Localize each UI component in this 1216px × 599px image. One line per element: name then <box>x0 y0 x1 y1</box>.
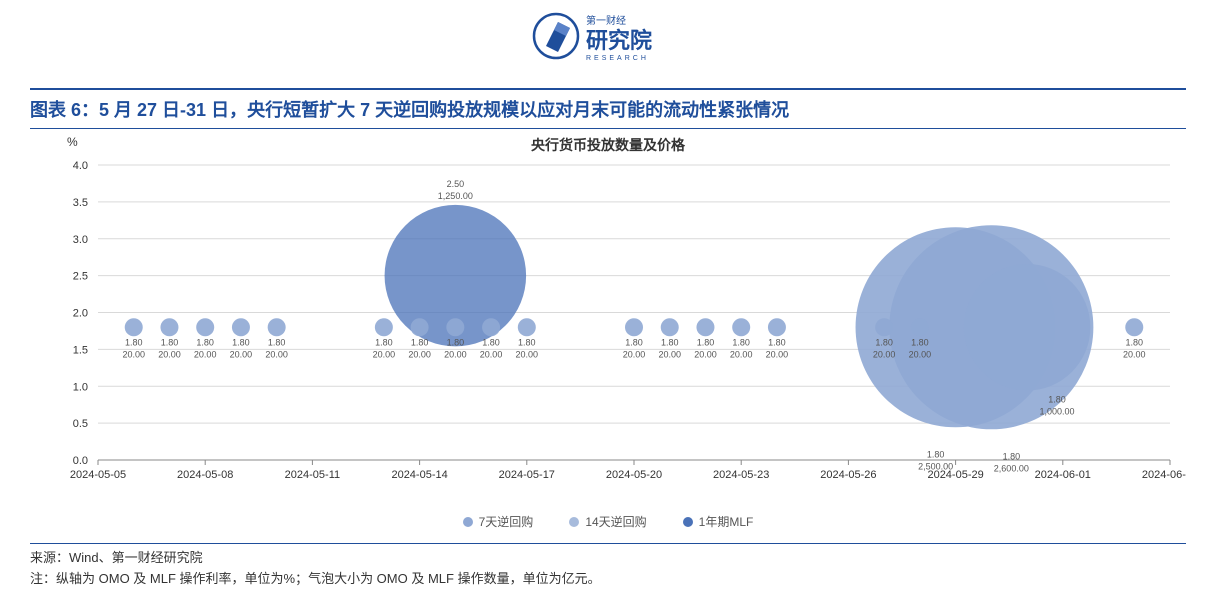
svg-text:3.5: 3.5 <box>73 197 88 209</box>
svg-text:2024-05-26: 2024-05-26 <box>820 469 876 481</box>
svg-text:2024-06-01: 2024-06-01 <box>1035 469 1091 481</box>
svg-text:20.00: 20.00 <box>766 349 789 359</box>
legend-dot-icon <box>683 517 693 527</box>
svg-text:20.00: 20.00 <box>623 349 646 359</box>
svg-text:20.00: 20.00 <box>694 349 717 359</box>
svg-text:1.80: 1.80 <box>911 337 929 347</box>
svg-text:3.0: 3.0 <box>73 234 88 246</box>
svg-text:2.50: 2.50 <box>447 179 465 189</box>
svg-text:1.80: 1.80 <box>697 337 715 347</box>
svg-text:20.00: 20.00 <box>480 349 503 359</box>
svg-text:1.80: 1.80 <box>375 337 393 347</box>
svg-text:2024-05-23: 2024-05-23 <box>713 469 769 481</box>
figure-title-bar: 图表 6：5 月 27 日-31 日，央行短暂扩大 7 天逆回购投放规模以应对月… <box>30 88 1186 129</box>
svg-text:4.0: 4.0 <box>73 160 88 172</box>
svg-text:20.00: 20.00 <box>408 349 431 359</box>
svg-text:1.80: 1.80 <box>518 337 536 347</box>
svg-text:RESEARCH: RESEARCH <box>586 55 649 62</box>
svg-text:2024-06-04: 2024-06-04 <box>1142 469 1186 481</box>
svg-text:研究院: 研究院 <box>586 28 652 53</box>
svg-text:1.80: 1.80 <box>232 337 250 347</box>
legend-dot-icon <box>569 517 579 527</box>
svg-text:20.00: 20.00 <box>516 349 539 359</box>
svg-text:1.0: 1.0 <box>73 381 88 393</box>
svg-text:1.80: 1.80 <box>1003 451 1021 461</box>
svg-text:0.5: 0.5 <box>73 418 88 430</box>
svg-text:1.80: 1.80 <box>482 337 500 347</box>
svg-text:2,500.00: 2,500.00 <box>918 461 953 471</box>
chart-title: 央行货币投放数量及价格 <box>30 135 1186 155</box>
svg-text:2024-05-14: 2024-05-14 <box>391 469 447 481</box>
svg-text:1.80: 1.80 <box>625 337 643 347</box>
svg-text:1.80: 1.80 <box>1048 395 1066 405</box>
svg-text:2.0: 2.0 <box>73 308 88 320</box>
svg-text:第一财经: 第一财经 <box>586 14 626 27</box>
svg-text:2.5: 2.5 <box>73 271 88 283</box>
svg-text:1.5: 1.5 <box>73 344 88 356</box>
svg-text:2024-05-17: 2024-05-17 <box>499 469 555 481</box>
brand-logo: 第一财经 研究院 RESEARCH <box>0 8 1216 69</box>
svg-text:2024-05-11: 2024-05-11 <box>285 469 340 481</box>
svg-text:1.80: 1.80 <box>927 449 945 459</box>
svg-text:2024-05-05: 2024-05-05 <box>70 469 126 481</box>
svg-text:20.00: 20.00 <box>373 349 396 359</box>
legend-item: 14天逆回购 <box>569 513 646 530</box>
svg-text:20.00: 20.00 <box>909 349 932 359</box>
svg-text:20.00: 20.00 <box>194 349 217 359</box>
svg-text:1.80: 1.80 <box>125 337 143 347</box>
svg-text:1.80: 1.80 <box>268 337 286 347</box>
legend-item: 7天逆回购 <box>463 513 534 530</box>
svg-text:20.00: 20.00 <box>1123 349 1146 359</box>
svg-text:1.80: 1.80 <box>161 337 179 347</box>
svg-text:1.80: 1.80 <box>661 337 679 347</box>
svg-text:20.00: 20.00 <box>265 349 288 359</box>
legend-label: 1年期MLF <box>699 513 754 530</box>
svg-text:20.00: 20.00 <box>158 349 181 359</box>
legend: 7天逆回购 14天逆回购 1年期MLF <box>30 513 1186 530</box>
svg-text:20.00: 20.00 <box>658 349 681 359</box>
legend-item: 1年期MLF <box>683 513 754 530</box>
svg-text:2,600.00: 2,600.00 <box>994 463 1029 473</box>
svg-text:1.80: 1.80 <box>875 337 893 347</box>
svg-text:0.0: 0.0 <box>73 455 88 467</box>
svg-text:20.00: 20.00 <box>730 349 753 359</box>
svg-text:20.00: 20.00 <box>873 349 896 359</box>
svg-text:1,000.00: 1,000.00 <box>1040 407 1075 417</box>
svg-text:1,250.00: 1,250.00 <box>438 191 473 201</box>
svg-text:1.80: 1.80 <box>768 337 786 347</box>
svg-text:1.80: 1.80 <box>1126 337 1144 347</box>
svg-text:1.80: 1.80 <box>196 337 214 347</box>
svg-text:20.00: 20.00 <box>444 349 467 359</box>
svg-text:20.00: 20.00 <box>230 349 253 359</box>
legend-dot-icon <box>463 517 473 527</box>
legend-label: 14天逆回购 <box>585 513 646 530</box>
bubble-plot: 0.0 0.5 1.0 1.5 2.0 2.5 3.0 3.5 4.0 2024-05-05 202… <box>30 155 1186 510</box>
footer-notes: 来源：Wind、第一财经研究院 注：纵轴为 OMO 及 MLF 操作利率，单位为… <box>30 543 1186 590</box>
legend-label: 7天逆回购 <box>479 513 534 530</box>
svg-text:1.80: 1.80 <box>411 337 429 347</box>
svg-text:2024-05-20: 2024-05-20 <box>606 469 662 481</box>
svg-text:1.80: 1.80 <box>732 337 750 347</box>
svg-text:2024-05-08: 2024-05-08 <box>177 469 233 481</box>
svg-text:20.00: 20.00 <box>122 349 145 359</box>
chart-area: % 央行货币投放数量及价格 0.00.51.01.52.02.53.03.54.… <box>30 135 1186 530</box>
figure-title: 图表 6：5 月 27 日-31 日，央行短暂扩大 7 天逆回购投放规模以应对月… <box>30 100 789 120</box>
svg-text:1.80: 1.80 <box>447 337 465 347</box>
